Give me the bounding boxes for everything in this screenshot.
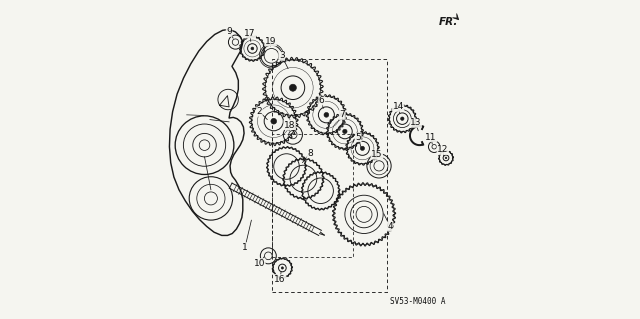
- Circle shape: [401, 117, 404, 120]
- Text: 18: 18: [284, 121, 296, 130]
- Polygon shape: [452, 13, 459, 20]
- Text: 5: 5: [355, 133, 361, 142]
- Text: 7: 7: [339, 110, 345, 119]
- Text: 19: 19: [265, 37, 276, 46]
- Circle shape: [342, 129, 347, 134]
- Text: 17: 17: [244, 29, 255, 38]
- Text: 9: 9: [226, 27, 232, 36]
- Text: 8: 8: [307, 149, 313, 158]
- Circle shape: [281, 267, 284, 269]
- Text: 6: 6: [319, 96, 324, 105]
- Circle shape: [324, 113, 329, 117]
- Text: 14: 14: [392, 102, 404, 111]
- Text: SV53-M0400 A: SV53-M0400 A: [390, 297, 445, 306]
- Text: 11: 11: [425, 133, 436, 142]
- Text: 1: 1: [242, 243, 248, 252]
- Text: 2: 2: [257, 107, 262, 116]
- Circle shape: [445, 157, 447, 159]
- Text: 16: 16: [275, 275, 286, 284]
- Text: 12: 12: [437, 145, 449, 154]
- Circle shape: [271, 118, 276, 124]
- Text: 3: 3: [279, 51, 285, 60]
- Circle shape: [251, 47, 254, 50]
- Bar: [272, 59, 387, 292]
- Text: 4: 4: [387, 222, 393, 231]
- Text: FR.: FR.: [439, 17, 458, 27]
- Circle shape: [360, 146, 365, 151]
- Text: 15: 15: [371, 150, 383, 159]
- Bar: [272, 134, 353, 257]
- Circle shape: [289, 84, 296, 91]
- Text: 10: 10: [253, 259, 265, 268]
- Text: 13: 13: [410, 118, 422, 127]
